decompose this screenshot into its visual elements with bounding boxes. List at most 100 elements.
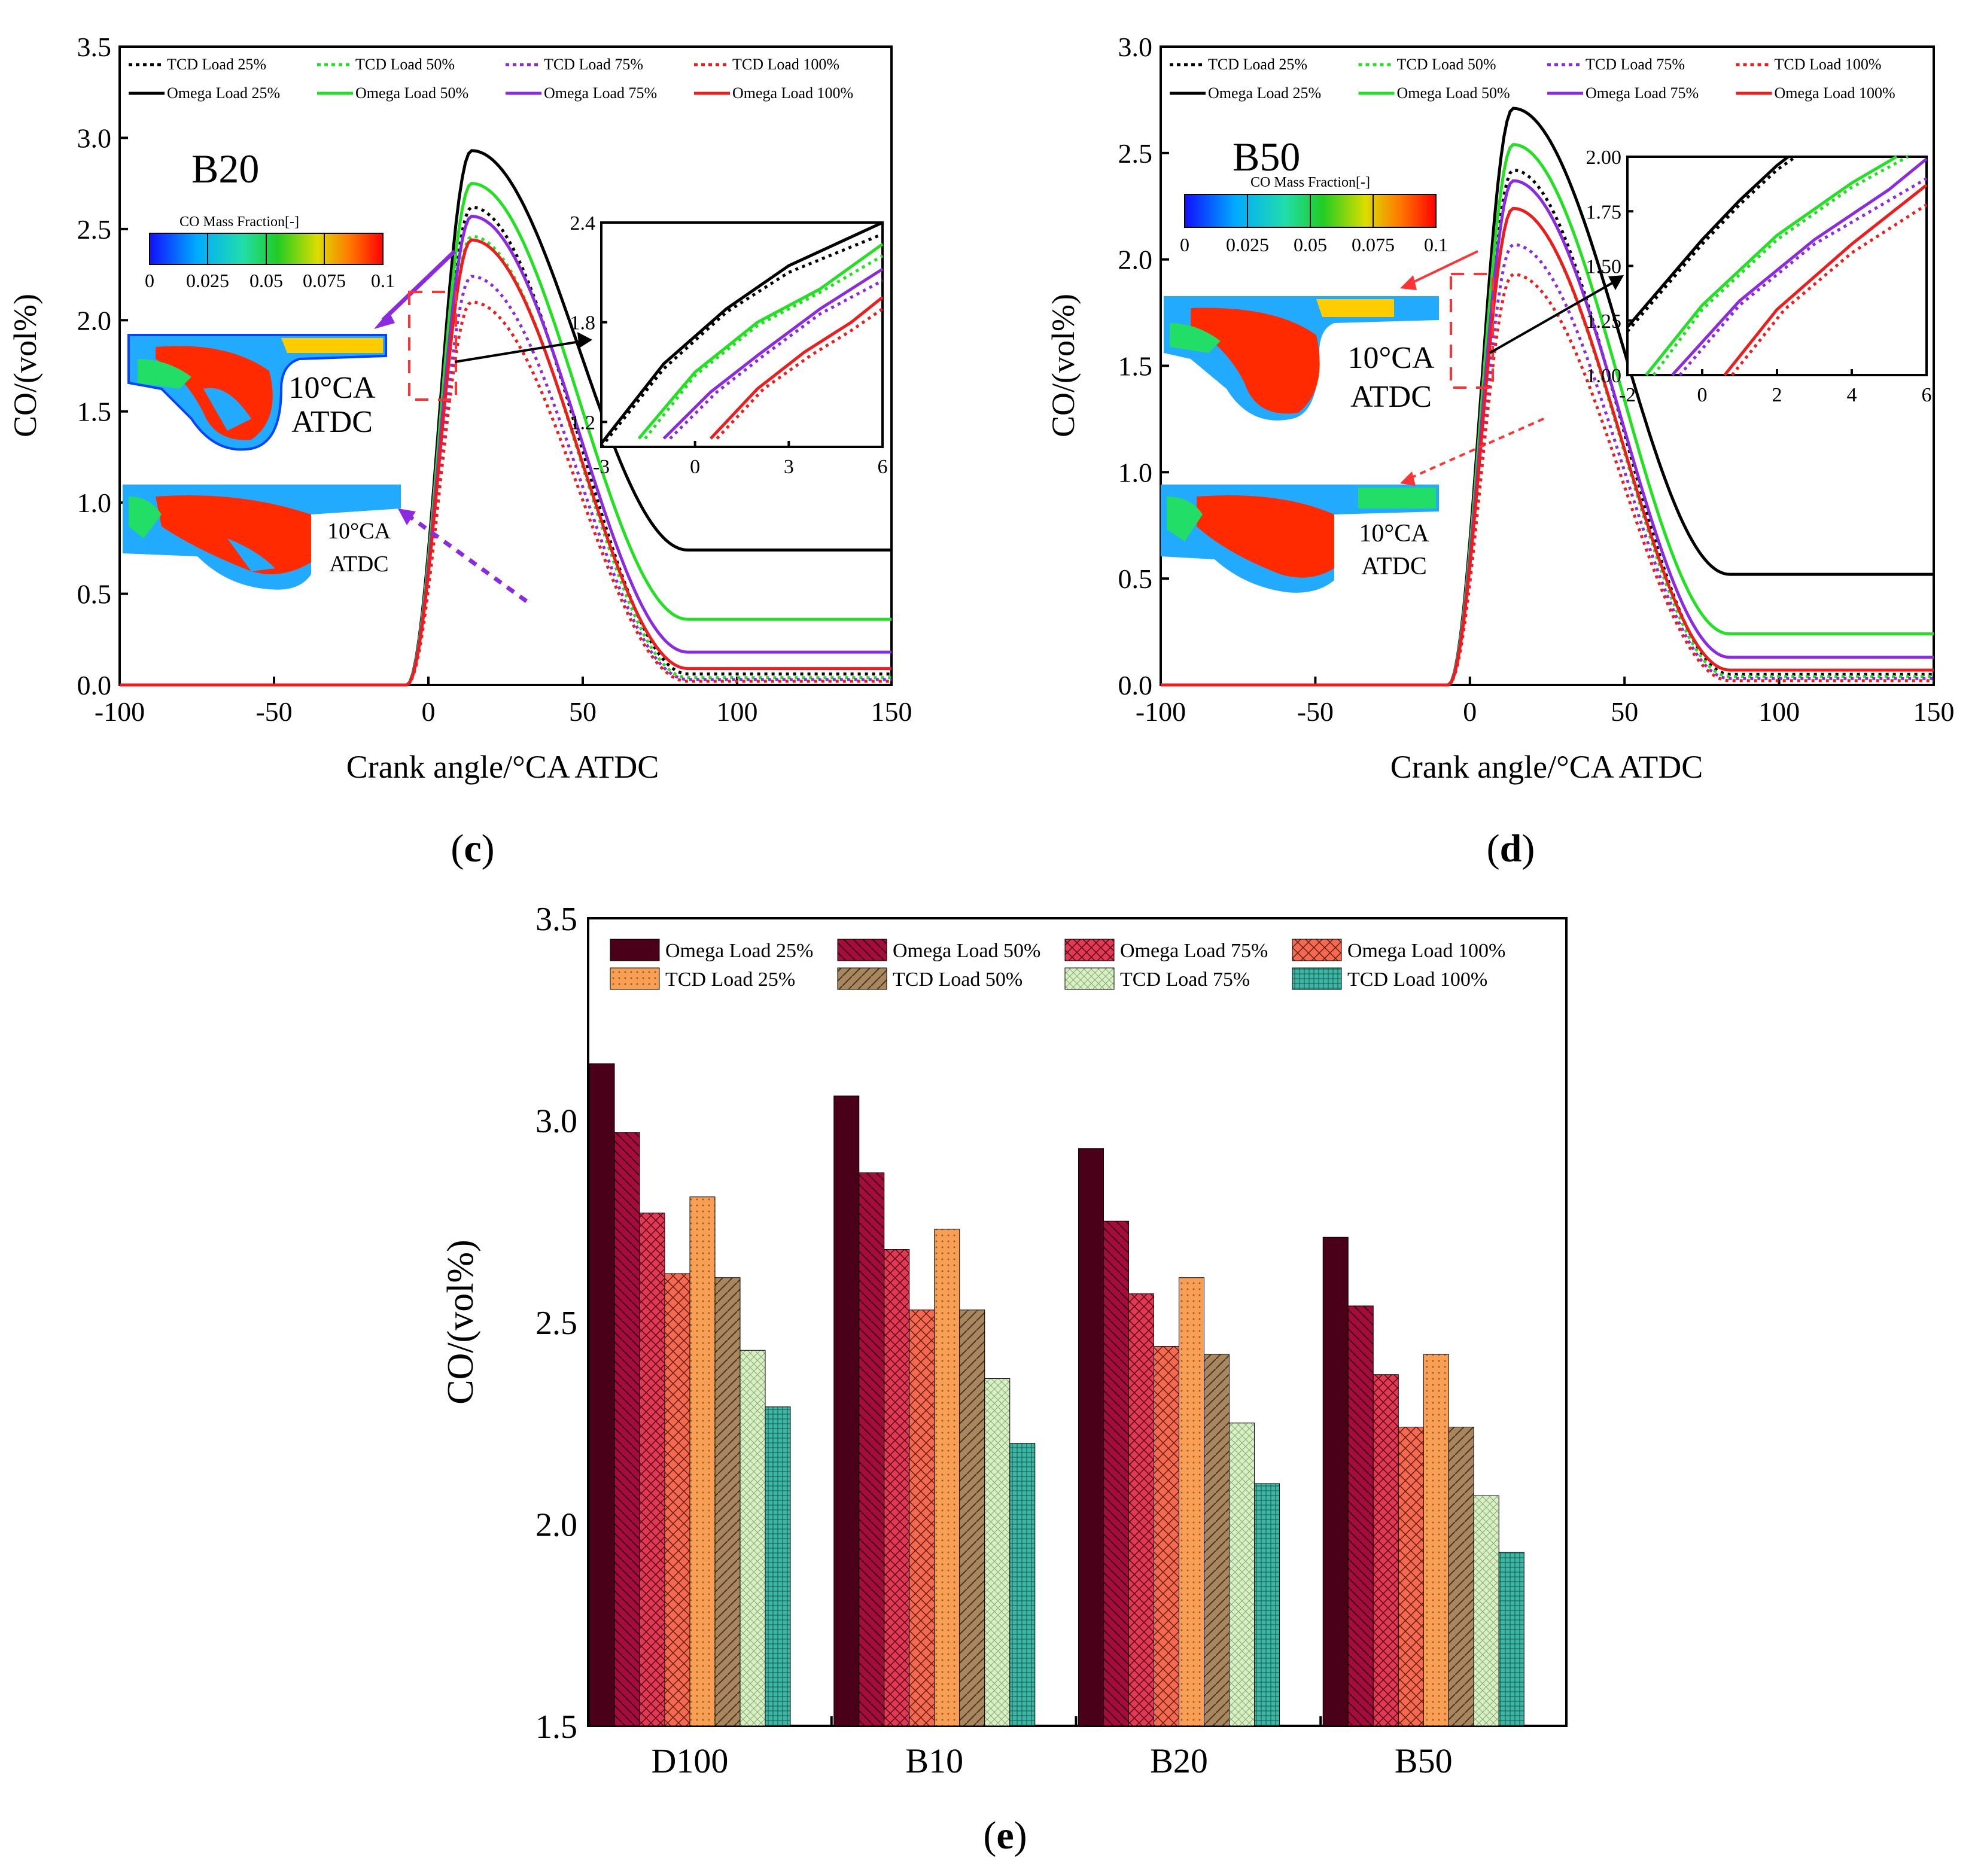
bar (1473, 1495, 1499, 1726)
legend-label: TCD Load 50% (1397, 56, 1496, 73)
legend-swatch (610, 967, 660, 990)
legend-label: Omega Load 50% (355, 84, 468, 102)
legend-swatch (610, 939, 660, 961)
x-category-label: B50 (1395, 1741, 1453, 1780)
legend-e: Omega Load 25% Omega Load 50% Omega Load 7… (610, 939, 1505, 991)
inset-series-line (1723, 184, 1928, 376)
annotation-crank-angle: 10°CA (327, 519, 391, 544)
x-ticks-e: D100 B10 B20 B50 (652, 1716, 1453, 1780)
y-tick-label: 2.0 (77, 305, 112, 336)
y-tick-label: 1.0 (77, 488, 112, 518)
bar (934, 1229, 960, 1726)
legend-label: TCD Load 75% (1586, 56, 1685, 73)
y-tick-label: 2.5 (77, 214, 112, 245)
colorbar-title-c: CO Mass Fraction[-] (179, 214, 299, 230)
annotation-crank-angle: 10°CA (1359, 520, 1429, 547)
arrow-tcd-d (1408, 418, 1544, 480)
inset-y-tick-label: 1.50 (1586, 256, 1622, 278)
inset-series-line (709, 296, 884, 440)
colorbar-tick: 0.025 (186, 270, 229, 291)
colorbar-tick: 0.1 (371, 270, 395, 291)
annotation-atdc: ATDC (291, 405, 373, 439)
legend-label: TCD Load 25% (1208, 56, 1307, 73)
y-tick-label: 0.5 (1118, 564, 1153, 594)
blend-label-c: B20 (191, 146, 259, 191)
inset-x-tick-label: 3 (784, 456, 794, 478)
bar (1423, 1354, 1449, 1726)
bar (1347, 1305, 1374, 1726)
legend-label: Omega Load 100% (732, 84, 853, 102)
bar (1322, 1237, 1349, 1726)
y-axis-title-c: CO/(vol%) (7, 294, 43, 437)
legend-label: TCD Load 50% (893, 969, 1023, 991)
inset-series-line (600, 221, 884, 444)
inset-series-line (662, 267, 884, 440)
bar (1103, 1220, 1129, 1726)
legend-label: Omega Load 75% (544, 84, 657, 102)
y-ticks-e: 1.5 2.0 2.5 3.0 3.5 (535, 901, 598, 1746)
y-tick-label: 2.5 (535, 1305, 577, 1342)
legend-label: Omega Load 50% (1397, 84, 1510, 102)
legend-label: TCD Load 25% (167, 56, 266, 73)
bar (614, 1132, 640, 1726)
y-tick-label: 3.5 (535, 901, 577, 938)
inset-x-tick-label: 6 (1922, 384, 1932, 406)
legend-label: TCD Load 75% (544, 56, 643, 73)
contour-image-omega-c (127, 334, 387, 451)
x-tick-label: -100 (95, 696, 145, 727)
inset-y-tick-label: 2.4 (570, 212, 596, 234)
inset-series-line (1626, 155, 1797, 333)
inset-y-tick-label: 1.75 (1586, 201, 1622, 223)
colorbar-tick: 0.075 (1352, 234, 1395, 255)
series-line (120, 275, 891, 687)
x-tick-label: 150 (871, 696, 912, 727)
bar (1128, 1293, 1154, 1726)
bar (689, 1196, 716, 1726)
bar (1229, 1423, 1255, 1726)
bar (1154, 1346, 1179, 1726)
legend-label: Omega Load 75% (1120, 940, 1268, 962)
x-tick-label: -50 (1297, 696, 1334, 727)
panel-label-d: (d) (1487, 827, 1535, 870)
inset-y-tick-label: 1.25 (1586, 310, 1622, 333)
contour-image-tcd-c (123, 485, 401, 590)
x-category-label: B10 (905, 1741, 963, 1780)
x-tick-label: 100 (1758, 696, 1800, 727)
y-tick-label: 3.0 (77, 123, 112, 153)
plot-frame-c (118, 45, 893, 686)
inset-series-line (1645, 155, 1898, 376)
annotation-atdc: ATDC (329, 552, 388, 577)
inset-series-line (600, 233, 883, 448)
y-tick-label: 1.5 (1118, 351, 1153, 382)
x-tick-label: 100 (717, 696, 758, 727)
bar (959, 1309, 985, 1726)
arrow-zoom-d (1489, 280, 1616, 354)
bar (639, 1213, 665, 1726)
legend-swatch (1292, 967, 1342, 990)
inset-d: 1.00 1.25 1.50 1.75 2.00 -2 0 2 4 6 (1586, 147, 1932, 406)
inset-series-line (1671, 157, 1928, 376)
x-ticks-d: -100 -50 0 50 100 150 (1136, 677, 1955, 727)
y-tick-label: 3.5 (77, 32, 112, 62)
legend-label: Omega Load 25% (167, 84, 280, 102)
inset-series-line (669, 279, 884, 440)
bar (714, 1277, 741, 1726)
colorbar-tick: 0 (145, 270, 154, 291)
x-tick-label: -100 (1136, 696, 1186, 727)
legend-swatch (837, 939, 887, 961)
inset-x-tick-label: 2 (1772, 384, 1782, 406)
x-tick-label: 0 (1463, 696, 1477, 727)
bar (833, 1095, 860, 1726)
bar (1009, 1443, 1036, 1726)
colorbar-tick: 0.05 (249, 270, 283, 291)
x-tick-label: 50 (1611, 696, 1638, 727)
colorbar-tick: 0 (1180, 234, 1189, 255)
legend-swatch (1064, 939, 1115, 961)
inset-y-tick-label: 1.2 (570, 412, 596, 434)
colorbar-tick: 0.075 (303, 270, 346, 291)
blend-label-d: B50 (1233, 134, 1300, 179)
curves-c (120, 149, 891, 687)
legend-label: TCD Load 25% (665, 969, 795, 991)
x-tick-label: 50 (569, 696, 597, 727)
